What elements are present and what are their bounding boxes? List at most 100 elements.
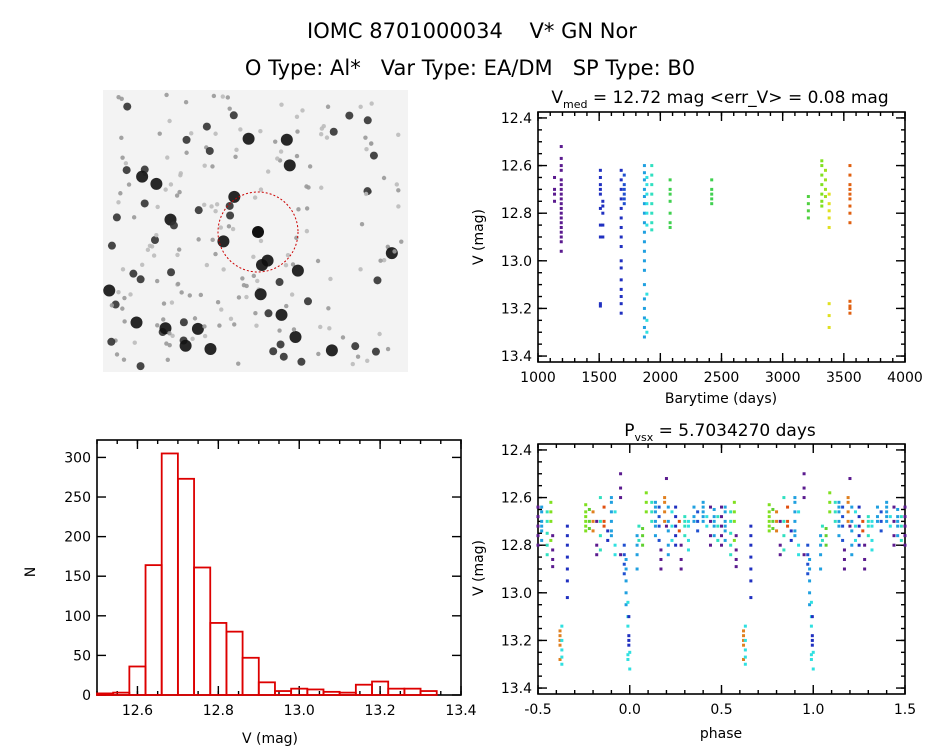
data-point	[802, 553, 806, 557]
data-point	[710, 187, 714, 191]
data-point	[875, 519, 879, 523]
star	[283, 159, 296, 172]
data-point	[823, 178, 827, 182]
star	[225, 201, 234, 210]
data-point	[696, 510, 700, 514]
star	[226, 211, 235, 220]
star	[126, 182, 132, 187]
star	[279, 352, 288, 361]
data-point	[559, 216, 563, 220]
data-point	[870, 538, 874, 542]
data-point	[587, 507, 591, 511]
data-point	[642, 164, 646, 168]
data-point	[767, 519, 771, 523]
data-point	[584, 503, 588, 507]
star	[378, 258, 383, 263]
data-point	[619, 311, 623, 315]
data-point	[692, 515, 696, 519]
star	[255, 278, 260, 284]
data-point	[559, 221, 563, 225]
data-point	[683, 524, 687, 528]
data-point	[710, 178, 714, 182]
data-point	[742, 634, 746, 638]
data-point	[627, 643, 631, 647]
data-point	[598, 304, 602, 308]
figure-title-line2: O Type: Al* Var Type: EA/DM SP Type: B0	[245, 56, 695, 80]
data-point	[679, 567, 683, 571]
data-point	[650, 173, 654, 177]
data-point	[848, 477, 852, 481]
data-point	[846, 510, 850, 514]
data-point	[806, 209, 810, 213]
data-point	[848, 183, 852, 187]
data-point	[827, 302, 831, 306]
data-point	[866, 524, 870, 528]
data-point	[659, 567, 663, 571]
data-point	[848, 311, 852, 315]
star	[399, 239, 404, 244]
data-point	[827, 325, 831, 329]
data-point	[857, 534, 861, 538]
star	[279, 102, 284, 107]
data-point	[857, 515, 861, 519]
star	[213, 131, 218, 136]
data-point	[619, 496, 623, 500]
light-curve-ylabel: V (mag)	[471, 209, 487, 265]
data-point	[683, 515, 687, 519]
star	[116, 200, 121, 205]
star	[290, 262, 296, 267]
data-point	[820, 199, 824, 203]
data-point	[642, 283, 646, 287]
data-point	[734, 534, 738, 538]
data-point	[789, 529, 793, 533]
data-point	[642, 249, 646, 253]
data-point	[598, 206, 602, 210]
data-point	[782, 519, 786, 523]
star	[365, 358, 370, 363]
x-tick-label: 4000	[887, 370, 923, 386]
data-point	[540, 538, 544, 542]
light-curve-xlabel: Barytime (days)	[665, 391, 777, 407]
data-point	[650, 221, 654, 225]
star	[358, 267, 363, 272]
data-point	[587, 527, 591, 531]
data-point	[606, 538, 610, 542]
data-point	[560, 624, 564, 628]
star	[345, 111, 354, 120]
star	[159, 322, 172, 335]
star	[303, 297, 312, 306]
data-point	[828, 500, 832, 504]
data-point	[701, 519, 705, 523]
data-point	[591, 510, 595, 514]
data-point	[559, 145, 563, 149]
data-point	[626, 657, 630, 661]
data-point	[584, 519, 588, 523]
data-point	[771, 527, 775, 531]
histogram-bar	[274, 690, 293, 696]
data-point	[723, 510, 727, 514]
figure-title-line1: IOMC 8701000034 V* GN Nor	[307, 19, 637, 43]
star	[230, 226, 236, 232]
data-point	[584, 515, 588, 519]
data-point	[810, 638, 814, 642]
data-point	[536, 515, 540, 519]
data-point	[708, 505, 712, 509]
star	[161, 301, 167, 306]
y-tick-label: 13.2	[501, 301, 532, 317]
histogram-bar	[112, 691, 131, 696]
data-point	[827, 225, 831, 229]
star	[218, 225, 224, 230]
data-point	[559, 156, 563, 160]
data-point	[670, 510, 674, 514]
star	[373, 276, 382, 285]
data-point	[782, 534, 786, 538]
star	[289, 292, 295, 297]
phase-xlabel: phase	[700, 726, 742, 742]
data-point	[742, 629, 746, 633]
data-point	[637, 538, 641, 542]
data-point	[705, 515, 709, 519]
star	[307, 164, 313, 169]
data-point	[545, 553, 549, 557]
data-point	[642, 195, 646, 199]
star	[318, 131, 324, 137]
